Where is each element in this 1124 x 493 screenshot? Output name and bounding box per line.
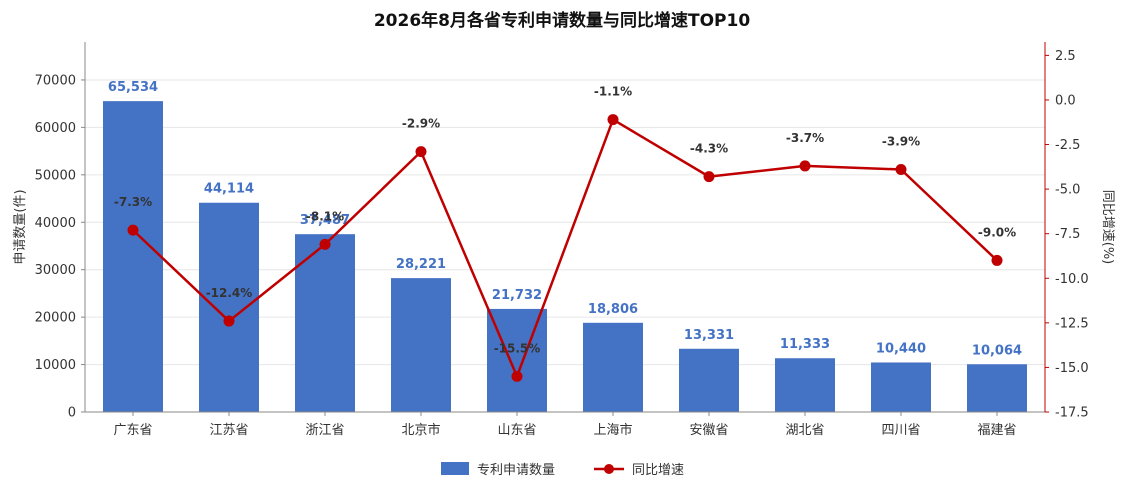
- y2-tick-label: -2.5: [1055, 138, 1080, 153]
- growth-value-label: -1.1%: [594, 85, 632, 99]
- bar: [775, 358, 835, 412]
- growth-point: [703, 171, 715, 183]
- bar-value-label: 10,440: [876, 341, 926, 356]
- growth-value-label: -12.4%: [206, 286, 253, 300]
- legend-swatch-marker: [604, 464, 614, 474]
- y-tick-label: 30000: [35, 263, 76, 278]
- x-tick-label: 山东省: [497, 423, 536, 438]
- growth-point: [607, 114, 619, 126]
- bar-value-label: 37,487: [300, 213, 350, 228]
- growth-point: [415, 146, 427, 158]
- bar: [391, 278, 451, 412]
- y-tick-label: 40000: [35, 216, 76, 231]
- growth-value-label: -7.3%: [114, 195, 152, 209]
- y2-axis-title: 同比增速(%): [1100, 190, 1115, 265]
- bar-value-label: 65,534: [108, 80, 158, 95]
- legend-label-line: 同比增速: [632, 463, 684, 478]
- bar-value-label: 13,331: [684, 328, 734, 343]
- growth-point: [895, 163, 907, 175]
- x-tick-label: 江苏省: [209, 422, 248, 438]
- legend-swatch-bar: [441, 462, 469, 475]
- bar-value-label: 44,114: [204, 182, 254, 197]
- growth-value-label: -4.3%: [690, 142, 728, 156]
- bar: [199, 202, 259, 412]
- y2-tick-label: 0.0: [1055, 93, 1076, 108]
- bar-value-label: 11,333: [780, 337, 830, 352]
- bar: [679, 348, 739, 412]
- bar-value-label: 18,806: [588, 302, 638, 317]
- x-tick-label: 广东省: [113, 423, 152, 438]
- y2-tick-label: -12.5: [1055, 316, 1089, 331]
- bar-value-label: 10,064: [972, 343, 1022, 358]
- x-tick-label: 湖北省: [785, 423, 824, 438]
- y2-tick-label: -5.0: [1055, 183, 1080, 198]
- growth-point: [223, 315, 235, 327]
- y2-tick-label: -15.0: [1055, 361, 1089, 376]
- growth-point: [319, 238, 331, 250]
- growth-point: [127, 224, 139, 236]
- growth-value-label: -9.0%: [978, 225, 1016, 239]
- y2-tick-label: 2.5: [1055, 49, 1076, 64]
- growth-point: [991, 254, 1003, 266]
- bar: [103, 101, 163, 412]
- bar: [967, 364, 1027, 412]
- bar: [871, 362, 931, 412]
- y-tick-label: 20000: [35, 311, 76, 326]
- legend-label-bar: 专利申请数量: [477, 463, 555, 478]
- x-tick-label: 北京市: [401, 422, 440, 438]
- growth-line: [132, 118, 998, 378]
- bar-value-label: 28,221: [396, 257, 446, 272]
- bar: [295, 234, 355, 412]
- growth-value-label: -8.1%: [306, 209, 344, 223]
- x-tick-label: 四川省: [881, 423, 920, 438]
- y2-tick-label: -10.0: [1055, 272, 1089, 287]
- bar-value-label: 21,732: [492, 288, 542, 303]
- x-tick-label: 安徽省: [689, 423, 728, 438]
- growth-value-label: -2.9%: [402, 117, 440, 131]
- x-tick-label: 上海市: [593, 422, 632, 438]
- y2-tick-label: -7.5: [1055, 227, 1080, 242]
- growth-value-label: -15.5%: [494, 341, 541, 355]
- y-tick-label: 0: [68, 406, 76, 421]
- chart-title: 2026年8月各省专利申请数量与同比增速TOP10: [373, 11, 751, 31]
- y-tick-label: 60000: [35, 121, 76, 136]
- growth-value-label: -3.7%: [786, 131, 824, 145]
- bar: [583, 322, 643, 412]
- y-tick-label: 10000: [35, 358, 76, 373]
- x-tick-label: 浙江省: [305, 423, 344, 438]
- x-tick-label: 福建省: [977, 423, 1016, 438]
- growth-point: [511, 370, 523, 382]
- y-axis-title: 申请数量(件): [13, 189, 28, 264]
- y-tick-label: 70000: [35, 73, 76, 88]
- y-tick-label: 50000: [35, 168, 76, 183]
- growth-value-label: -3.9%: [882, 134, 920, 148]
- y2-tick-label: -17.5: [1055, 406, 1089, 421]
- growth-point: [799, 160, 811, 172]
